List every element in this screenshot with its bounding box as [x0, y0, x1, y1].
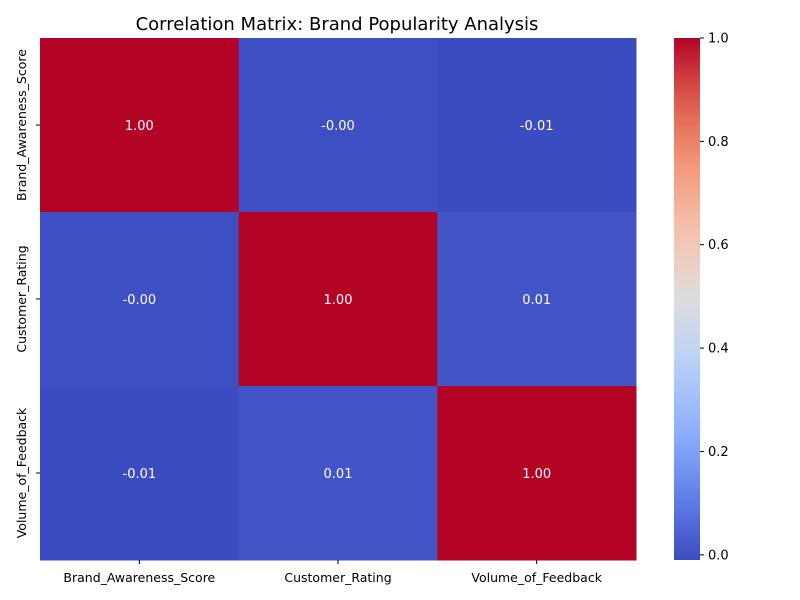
colorbar-tick-label: 0.4	[708, 342, 729, 357]
colorbar-tick-label: 0.0	[708, 548, 729, 563]
y-tick-label: Brand_Awareness_Score	[14, 49, 29, 201]
heatmap-cell	[437, 386, 637, 561]
cell-value-label: 0.01	[522, 293, 551, 308]
heatmap-cell	[40, 38, 240, 213]
y-axis: Brand_Awareness_Score Customer_Rating Volu…	[14, 49, 40, 538]
cell-value-label: 1.00	[522, 467, 551, 482]
cell-value-label: -0.00	[321, 119, 355, 134]
y-tick-label: Volume_of_Feedback	[14, 407, 29, 538]
colorbar-tick-label: 1.0	[708, 32, 729, 47]
colorbar-tick-label: 0.6	[708, 238, 729, 253]
y-tick-label: Customer_Rating	[14, 245, 29, 352]
x-tick-label: Customer_Rating	[284, 570, 391, 585]
cell-value-label: -0.01	[123, 467, 157, 482]
colorbar: 0.0 0.2 0.4 0.6 0.8 1.0	[674, 32, 729, 563]
chart-title: Correlation Matrix: Brand Popularity Ana…	[136, 14, 539, 35]
colorbar-tick-label: 0.8	[708, 135, 729, 150]
x-axis: Brand_Awareness_Score Customer_Rating Volu…	[63, 560, 603, 585]
heatmap-cell	[238, 38, 438, 213]
colorbar-tick-label: 0.2	[708, 445, 729, 460]
cell-value-label: 1.00	[125, 119, 154, 134]
heatmap-cells: 1.00 -0.00 -0.01 -0.00 1.00 0.01 -0.01 0.01 1.00	[40, 38, 637, 561]
heatmap-cell	[40, 386, 240, 561]
cell-value-label: 0.01	[324, 467, 353, 482]
colorbar-gradient	[674, 38, 700, 560]
heatmap-cell	[238, 386, 438, 561]
heatmap-cell	[437, 212, 637, 387]
cell-value-label: -0.00	[123, 293, 157, 308]
heatmap-cell	[40, 212, 240, 387]
heatmap-cell	[238, 212, 438, 387]
cell-value-label: 1.00	[324, 293, 353, 308]
heatmap-cell	[437, 38, 637, 213]
cell-value-label: -0.01	[520, 119, 554, 134]
x-tick-label: Brand_Awareness_Score	[63, 570, 215, 585]
x-tick-label: Volume_of_Feedback	[471, 570, 602, 585]
